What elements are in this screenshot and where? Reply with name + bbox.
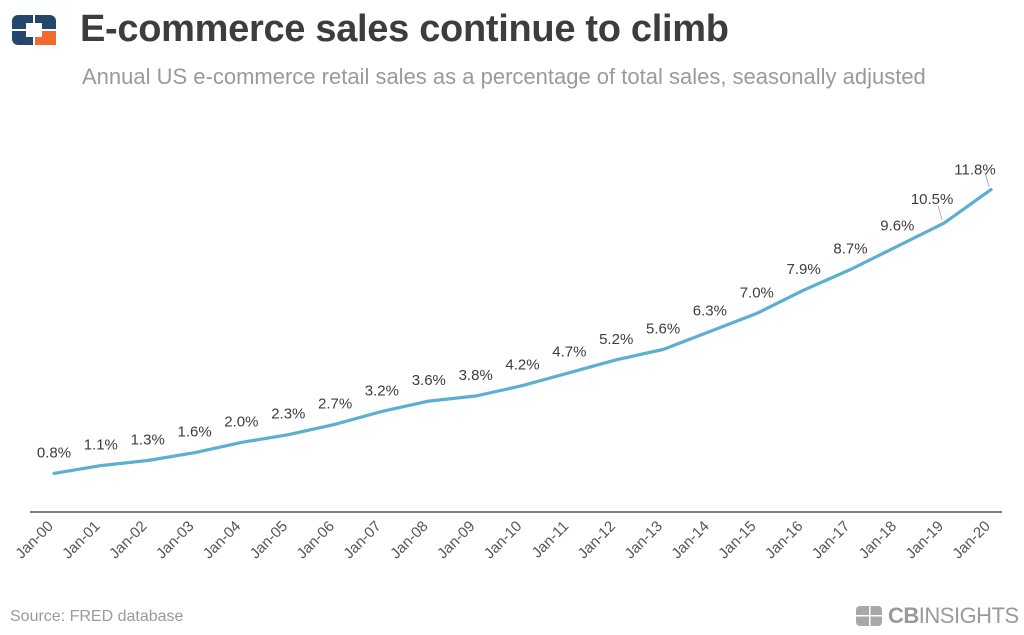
x-tick-label: Jan-15 xyxy=(715,518,759,562)
data-label-leader xyxy=(937,205,943,221)
x-tick-label: Jan-05 xyxy=(247,518,291,562)
x-tick-label: Jan-03 xyxy=(153,518,197,562)
data-label: 8.7% xyxy=(833,241,867,258)
source-note: Source: FRED database xyxy=(10,608,184,625)
x-tick-label: Jan-08 xyxy=(387,518,431,562)
x-tick-label: Jan-04 xyxy=(200,518,244,562)
x-tick-label: Jan-19 xyxy=(902,518,946,562)
chart-subtitle: Annual US e-commerce retail sales as a p… xyxy=(82,64,926,89)
x-tick-label: Jan-16 xyxy=(762,518,806,562)
data-label: 4.2% xyxy=(505,357,539,374)
chart-title: E-commerce sales continue to climb xyxy=(80,8,729,50)
data-label: 3.6% xyxy=(412,372,446,389)
data-label: 2.7% xyxy=(318,395,352,412)
data-label: 2.3% xyxy=(271,406,305,423)
data-label: 1.3% xyxy=(131,432,165,449)
data-label: 1.6% xyxy=(177,424,211,441)
data-label: 5.6% xyxy=(646,321,680,338)
data-label: 7.9% xyxy=(786,261,820,278)
x-tick-label: Jan-09 xyxy=(434,518,478,562)
data-label: 3.2% xyxy=(365,382,399,399)
brand-wordmark-rest: INSIGHTS xyxy=(918,603,1019,628)
data-label: 5.2% xyxy=(599,331,633,348)
x-tick-label: Jan-11 xyxy=(529,518,573,562)
cb-insights-mark-icon xyxy=(856,606,882,626)
series-line xyxy=(52,188,993,475)
x-tick-label: Jan-06 xyxy=(293,518,337,562)
x-tick-label: Jan-14 xyxy=(668,518,712,562)
data-label: 7.0% xyxy=(740,284,774,301)
data-label: 2.0% xyxy=(224,413,258,430)
data-label-leader xyxy=(984,172,990,187)
cb-insights-logo-icon xyxy=(12,15,56,45)
data-label: 6.3% xyxy=(693,303,727,320)
x-tick-label: Jan-02 xyxy=(106,518,150,562)
data-label: 1.1% xyxy=(84,437,118,454)
x-tick-label: Jan-13 xyxy=(621,518,665,562)
data-label: 11.8% xyxy=(954,162,995,179)
x-tick-label: Jan-00 xyxy=(12,518,56,562)
data-label: 3.8% xyxy=(459,367,493,384)
x-tick-label: Jan-18 xyxy=(856,518,900,562)
data-label: 0.8% xyxy=(37,444,71,461)
data-label: 10.5% xyxy=(911,191,954,208)
x-tick-label: Jan-10 xyxy=(481,518,525,562)
brand-wordmark: CBINSIGHTS xyxy=(888,603,1019,629)
data-label: 4.7% xyxy=(552,344,586,361)
data-label: 9.6% xyxy=(880,217,914,234)
x-tick-label: Jan-17 xyxy=(809,518,853,562)
cb-insights-brand: CBINSIGHTS xyxy=(856,603,1019,629)
x-tick-label: Jan-12 xyxy=(575,518,619,562)
x-tick-label: Jan-07 xyxy=(340,518,384,562)
x-tick-label: Jan-20 xyxy=(949,518,993,562)
x-tick-label: Jan-01 xyxy=(59,518,103,562)
brand-wordmark-bold: CB xyxy=(888,603,919,628)
